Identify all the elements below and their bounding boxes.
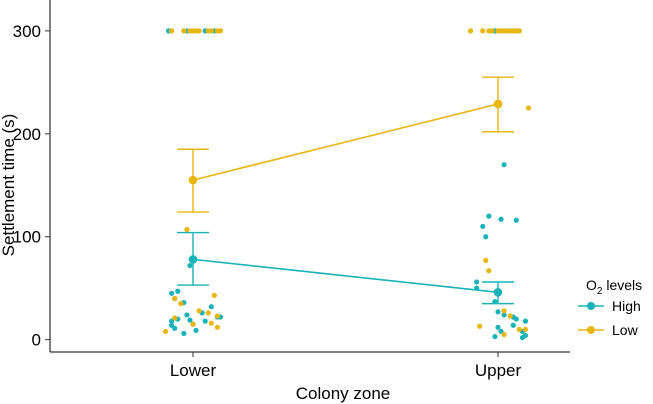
legend-label-high: High (612, 298, 641, 314)
data-point-low (172, 295, 178, 302)
data-point-low (507, 313, 513, 319)
data-point-high (495, 324, 501, 330)
data-point-low (477, 323, 483, 329)
data-point-high (208, 304, 214, 310)
data-point-low (489, 28, 495, 34)
mean-line-low (192, 103, 499, 181)
data-point-high (492, 298, 498, 305)
data-point-high (501, 312, 507, 318)
data-point-high (522, 318, 529, 324)
legend-title: O2 levels (586, 277, 642, 297)
data-point-low (172, 315, 178, 321)
mean-point-high (188, 255, 198, 264)
data-point-high (498, 216, 504, 222)
data-point-low (214, 324, 220, 330)
data-point-low (162, 328, 169, 335)
data-point-low (516, 326, 522, 332)
plot-area (162, 28, 532, 341)
data-point-low (501, 308, 507, 314)
data-point-high (513, 217, 519, 223)
data-point-low (516, 28, 522, 34)
mean-line-high (192, 258, 499, 294)
data-point-high (184, 312, 190, 318)
mean-point-high (493, 288, 503, 297)
mean-point-low (493, 99, 503, 109)
data-point-low (217, 28, 224, 34)
x-axis-label: Colony zone (296, 384, 391, 403)
data-point-low (184, 226, 190, 233)
y-axis-label: Settlement time (s) (0, 114, 18, 257)
y-tick-label: 200 (13, 125, 41, 144)
data-point-high (474, 279, 480, 285)
x-tick-label: Upper (475, 361, 522, 380)
data-point-high (483, 234, 489, 240)
data-point-high (202, 318, 208, 324)
data-point-low (483, 257, 489, 263)
legend-marker-low (587, 326, 595, 334)
legend-marker-high (587, 302, 595, 310)
data-point-high (513, 316, 519, 322)
data-point-high (519, 334, 526, 341)
y-tick-label: 100 (13, 228, 41, 247)
data-point-low (467, 28, 474, 34)
data-point-high (492, 333, 498, 340)
axes: Settlement time (s) Colony zone 0 100 200 3… (0, 0, 570, 403)
data-point-low (181, 28, 187, 34)
data-point-low (196, 308, 202, 314)
data-point-low (501, 331, 507, 338)
y-tick-label: 300 (13, 22, 41, 41)
data-point-low (525, 105, 532, 111)
legend-label-low: Low (612, 322, 639, 338)
data-point-high (169, 290, 175, 296)
data-point-low (190, 321, 196, 327)
data-point-low (208, 320, 214, 326)
data-point-high (172, 325, 178, 331)
data-point-high (510, 322, 516, 328)
data-point-high (486, 213, 492, 219)
data-point-low (178, 301, 184, 307)
data-point-low (211, 292, 217, 298)
data-point-high (480, 223, 486, 230)
data-point-high (187, 262, 193, 269)
data-point-low (486, 268, 492, 274)
data-point-low (169, 28, 175, 34)
y-tick-label: 0 (32, 331, 41, 350)
x-tick-label: Lower (170, 361, 217, 380)
data-point-high (501, 162, 507, 168)
data-point-high (175, 288, 181, 294)
data-point-high (181, 330, 187, 337)
data-point-low (208, 28, 214, 34)
mean-point-low (188, 175, 198, 185)
data-point-low (196, 28, 202, 34)
data-point-high (193, 327, 199, 333)
data-point-high (187, 317, 193, 323)
data-point-high (495, 309, 501, 315)
data-point-low (214, 313, 220, 319)
data-point-low (522, 326, 529, 332)
data-point-low (205, 310, 211, 316)
data-point-low (480, 28, 486, 34)
legend: O2 levels High Low (578, 277, 642, 338)
